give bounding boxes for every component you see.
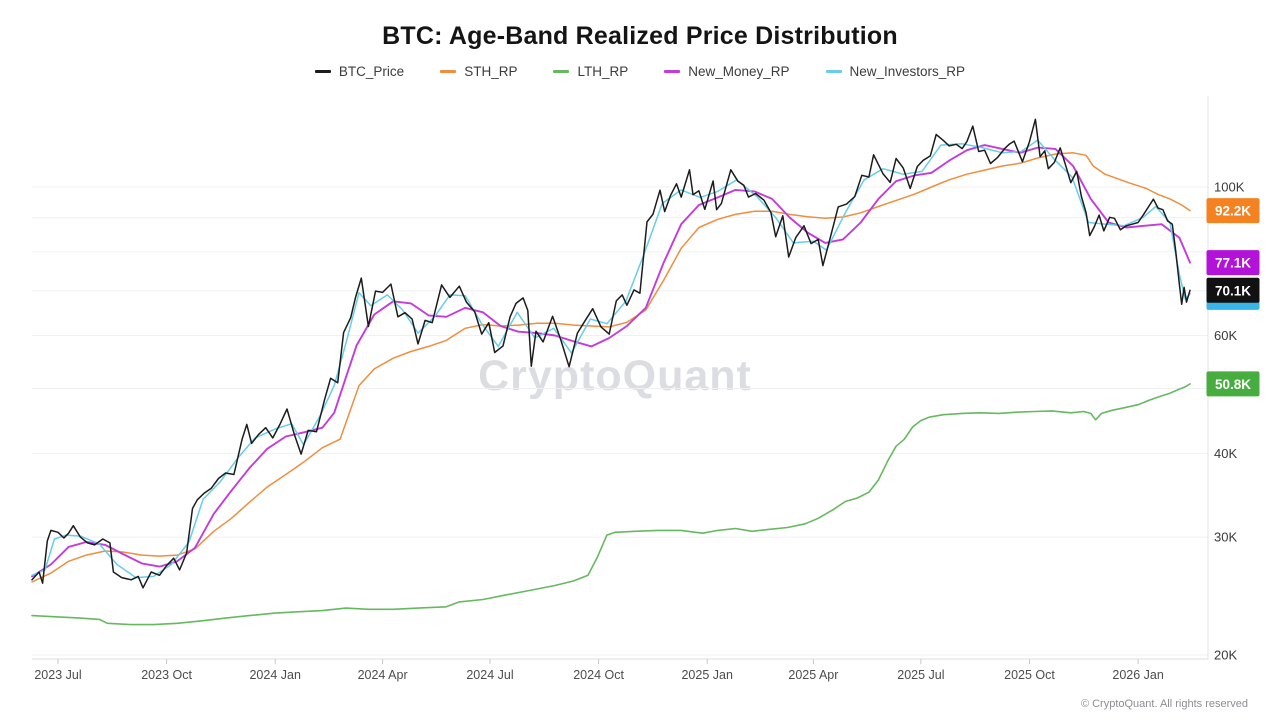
x-tick-label: 2023 Jul [34,668,81,682]
legend-swatch-btc_price [314,70,331,73]
x-tick-label: 2024 Jan [249,668,300,682]
x-tick-label: 2024 Oct [573,668,624,682]
legend-item-sth_rp[interactable]: STH_RP [440,64,517,79]
legend-label-lth_rp: LTH_RP [577,64,629,79]
y-tick-label-30K: 30K [1214,530,1237,545]
last-value-label-STH_RP: 92.2K [1215,204,1251,219]
last-value-label-New_Money_RP: 77.1K [1215,256,1251,271]
last-value-badge-BTC_Price [1206,277,1260,303]
series-line-New_Money_RP [31,144,1191,578]
x-tick-label: 2025 Jan [681,668,732,682]
last-value-badge-New_Money_RP [1206,250,1260,276]
last-value-label-LTH_RP: 50.8K [1215,377,1251,392]
y-tick-label-60K: 60K [1214,328,1237,343]
legend-label-new_investors_rp: New_Investors_RP [849,64,966,79]
last-value-label-BTC_Price: 70.1K [1215,283,1251,298]
legend-swatch-new_investors_rp [825,70,842,73]
legend-item-btc_price[interactable]: BTC_Price [314,64,405,79]
legend-swatch-sth_rp [440,70,457,73]
y-tick-label-40K: 40K [1214,446,1237,461]
x-tick-label: 2026 Jan [1112,668,1163,682]
legend-item-lth_rp[interactable]: LTH_RP [553,64,628,79]
series-line-LTH_RP [31,383,1191,626]
chart-title: BTC: Age-Band Realized Price Distributio… [382,22,898,50]
x-tick-label: 2025 Oct [1004,668,1055,682]
copyright-notice: © CryptoQuant. All rights reserved [1080,698,1248,710]
y-tick-label-100K: 100K [1214,180,1245,195]
x-tick-label: 2025 Apr [788,668,838,682]
series-line-BTC_Price [31,118,1191,589]
x-tick-label: 2024 Apr [358,668,408,682]
x-tick-label: 2024 Jul [466,668,513,682]
legend-swatch-new_money_rp [664,70,681,73]
legend-item-new_investors_rp[interactable]: New_Investors_RP [825,64,966,79]
legend-item-new_money_rp[interactable]: New_Money_RP [664,64,790,79]
y-tick-label-20K: 20K [1214,648,1237,663]
legend-label-sth_rp: STH_RP [464,64,518,79]
legend-label-new_money_rp: New_Money_RP [688,64,790,79]
legend-swatch-lth_rp [553,70,570,73]
last-value-badge-STH_RP [1206,198,1260,224]
legend-label-btc_price: BTC_Price [338,64,405,79]
last-value-badge-LTH_RP [1206,371,1260,397]
series-line-STH_RP [31,152,1191,583]
chart-legend: BTC_Price STH_RP LTH_RP New_Money_RP New_Inv… [0,64,1280,79]
series-line-New_Investors_RP [31,139,1191,579]
x-tick-label: 2025 Jul [897,668,944,682]
x-tick-label: 2023 Oct [141,668,192,682]
